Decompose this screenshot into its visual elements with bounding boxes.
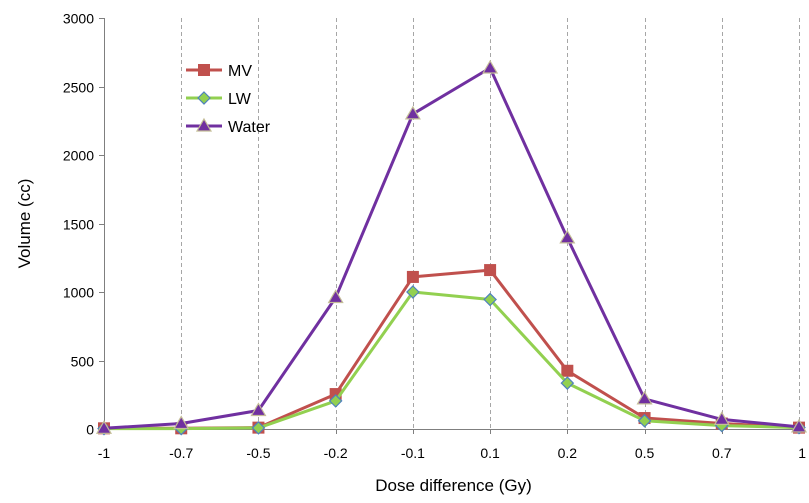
x-tick-0.2: 0.2 bbox=[558, 445, 578, 461]
grid-lines bbox=[181, 18, 800, 429]
point-water-0.7 bbox=[713, 411, 730, 426]
y-tick-labels: 0 500 1000 1500 2000 2500 3000 bbox=[63, 11, 94, 438]
y-tick-3000: 3000 bbox=[63, 11, 94, 27]
x-tick--0.1: -0.1 bbox=[401, 445, 425, 461]
x-tick--0.7: -0.7 bbox=[169, 445, 193, 461]
point-lw-0.2 bbox=[560, 376, 575, 390]
point-water-0.1 bbox=[482, 59, 499, 74]
axes bbox=[99, 18, 800, 434]
x-tick--0.5: -0.5 bbox=[246, 445, 270, 461]
x-tick-0.7: 0.7 bbox=[712, 445, 732, 461]
y-tick-0: 0 bbox=[86, 422, 94, 438]
point-mv-0.1 bbox=[484, 264, 497, 277]
point-water--0.7 bbox=[173, 415, 190, 430]
y-tick-1000: 1000 bbox=[63, 285, 94, 301]
y-tick-500: 500 bbox=[71, 354, 95, 370]
legend: MV LW Water bbox=[186, 63, 271, 136]
y-tick-2500: 2500 bbox=[63, 80, 94, 96]
point-mv--0.1 bbox=[406, 270, 419, 283]
point-water-0.5 bbox=[636, 390, 653, 405]
x-tick--0.2: -0.2 bbox=[324, 445, 348, 461]
point-lw--0.5 bbox=[251, 421, 266, 435]
series-line-lw bbox=[104, 290, 800, 431]
point-lw--0.2 bbox=[328, 394, 343, 408]
x-tick-0.5: 0.5 bbox=[635, 445, 655, 461]
x-tick-0.1: 0.1 bbox=[480, 445, 500, 461]
series-mv bbox=[98, 264, 805, 435]
point-water--0.1 bbox=[404, 105, 421, 120]
point-water-0.2 bbox=[559, 229, 576, 244]
point-water--0.2 bbox=[327, 289, 344, 304]
legend-label-mv: MV bbox=[228, 63, 252, 80]
legend-item-lw: LW bbox=[186, 91, 252, 108]
x-tick-1: 1 bbox=[798, 445, 806, 461]
series-water bbox=[95, 59, 808, 434]
legend-item-mv: MV bbox=[186, 63, 252, 80]
point-lw--0.1 bbox=[406, 285, 420, 299]
point-water--1 bbox=[95, 420, 113, 434]
y-tick-2000: 2000 bbox=[63, 148, 94, 164]
point-mv-0.2 bbox=[561, 364, 574, 377]
legend-label-lw: LW bbox=[228, 91, 252, 108]
x-axis-title: Dose difference (Gy) bbox=[375, 476, 532, 495]
series-group bbox=[95, 59, 808, 436]
legend-marker-water bbox=[195, 117, 213, 132]
y-tick-1500: 1500 bbox=[63, 217, 94, 233]
legend-marker-mv bbox=[198, 64, 210, 76]
series-line-water bbox=[103, 66, 800, 430]
y-axis-title: Volume (cc) bbox=[15, 179, 34, 269]
legend-marker-lw bbox=[197, 91, 211, 105]
point-water-1 bbox=[790, 418, 808, 433]
x-tick--1: -1 bbox=[98, 445, 111, 461]
legend-item-water: Water bbox=[186, 117, 271, 136]
legend-label-water: Water bbox=[228, 119, 271, 136]
point-lw-0.1 bbox=[483, 292, 497, 307]
series-line-mv bbox=[104, 268, 800, 430]
x-tick-labels: -1 -0.7 -0.5 -0.2 -0.1 0.1 0.2 0.5 0.7 1 bbox=[98, 445, 806, 461]
point-lw-0.5 bbox=[637, 413, 652, 428]
point-water--0.5 bbox=[250, 402, 267, 417]
